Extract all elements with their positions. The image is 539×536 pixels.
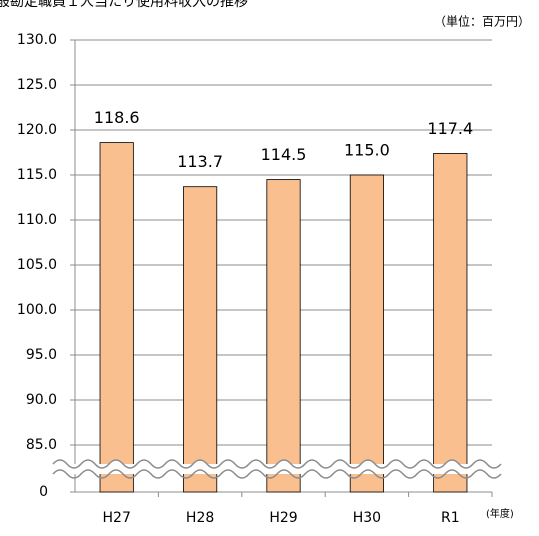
- bar: [266, 179, 301, 493]
- x-unit-label: (年度): [486, 507, 514, 520]
- y-tick-label: 120.0: [17, 122, 57, 138]
- y-tick-label: 105.0: [17, 257, 57, 273]
- y-tick-label: 95.0: [26, 347, 57, 363]
- y-tick-label: 125.0: [17, 77, 57, 93]
- y-tick-label: 90.0: [26, 392, 57, 408]
- y-tick-label: 130.0: [17, 32, 57, 48]
- y-tick-label: 100.0: [17, 302, 57, 318]
- axis-break-fill: [53, 464, 498, 474]
- axis-break-line: [52, 469, 502, 479]
- data-label: 117.4: [427, 119, 473, 138]
- data-label: 118.6: [94, 108, 140, 127]
- axis-break-line: [52, 459, 502, 469]
- x-tick-label: H29: [269, 510, 297, 526]
- bar: [349, 174, 384, 493]
- y-tick-label: 110.0: [17, 212, 57, 228]
- x-tick-label: H28: [186, 510, 214, 526]
- data-label: 113.7: [177, 152, 223, 171]
- bar: [99, 142, 134, 493]
- data-label: 115.0: [344, 141, 390, 160]
- chart-title: 般勘定職員１人当たり使用料収入の推移: [0, 0, 248, 10]
- x-tick-label: R1: [441, 510, 460, 526]
- bar: [183, 186, 218, 493]
- y-tick-label: 85.0: [26, 437, 57, 453]
- x-tick-label: H27: [103, 510, 131, 526]
- y-tick-label: 115.0: [17, 167, 57, 183]
- data-label: 114.5: [261, 145, 307, 164]
- y-tick-label: 0: [39, 484, 48, 500]
- unit-label: （単位：百万円）: [434, 14, 530, 29]
- x-tick-label: H30: [353, 510, 381, 526]
- bar: [433, 152, 468, 493]
